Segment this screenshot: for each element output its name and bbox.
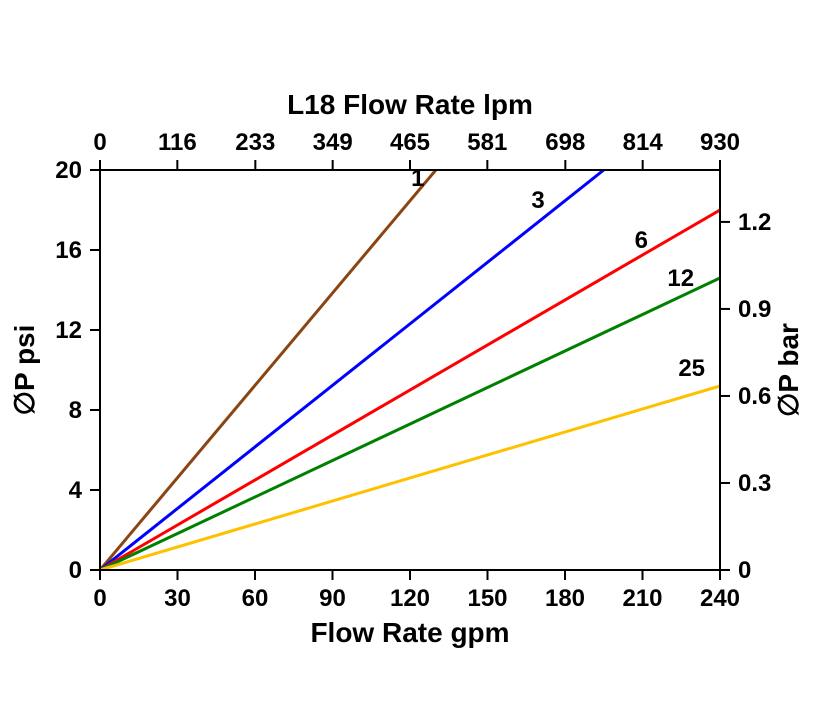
series-label-12: 12	[667, 265, 694, 292]
series-label-3: 3	[531, 187, 544, 214]
y-right-tick-label: 0	[738, 557, 751, 584]
x-tick-label: 90	[319, 585, 346, 612]
y-tick-label: 20	[55, 157, 82, 184]
y-tick-label: 16	[55, 237, 82, 264]
series-label-25: 25	[678, 355, 705, 382]
x-top-tick-label: 349	[313, 129, 353, 156]
x-tick-label: 120	[390, 585, 430, 612]
y-tick-label: 4	[69, 477, 83, 504]
x-top-tick-label: 698	[545, 129, 585, 156]
top-title: L18 Flow Rate lpm	[287, 89, 533, 120]
x-top-tick-label: 465	[390, 129, 430, 156]
y-right-tick-label: 1.2	[738, 209, 771, 236]
x-top-tick-label: 233	[235, 129, 275, 156]
series-label-1: 1	[411, 165, 424, 192]
y-tick-label: 8	[69, 397, 82, 424]
x-axis-title: Flow Rate gpm	[310, 617, 509, 648]
x-tick-label: 30	[164, 585, 191, 612]
y-right-tick-label: 0.3	[738, 470, 771, 497]
x-tick-label: 150	[467, 585, 507, 612]
x-top-tick-label: 581	[467, 129, 507, 156]
y-tick-label: 12	[55, 317, 82, 344]
y-left-title: ∅P psi	[9, 325, 40, 416]
x-top-tick-label: 814	[623, 129, 664, 156]
x-top-tick-label: 116	[158, 129, 197, 156]
y-tick-label: 0	[69, 557, 82, 584]
y-right-title: ∅P bar	[773, 323, 804, 417]
x-top-tick-label: 0	[93, 129, 106, 156]
x-tick-label: 60	[242, 585, 269, 612]
y-right-tick-label: 0.9	[738, 296, 771, 323]
x-tick-label: 180	[545, 585, 585, 612]
y-right-tick-label: 0.6	[738, 383, 771, 410]
series-label-6: 6	[635, 227, 648, 254]
x-tick-label: 0	[93, 585, 106, 612]
line-chart: 0306090120150180210240Flow Rate gpm01162…	[0, 0, 836, 702]
x-tick-label: 210	[622, 585, 662, 612]
x-top-tick-label: 930	[700, 129, 740, 156]
chart-canvas: 0306090120150180210240Flow Rate gpm01162…	[0, 0, 836, 702]
x-tick-label: 240	[700, 585, 740, 612]
